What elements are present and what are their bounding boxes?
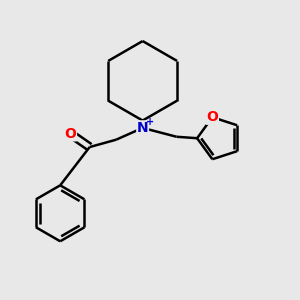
Text: +: + [146, 117, 154, 127]
Text: O: O [206, 110, 218, 124]
Text: O: O [64, 127, 76, 141]
Text: N: N [137, 121, 148, 135]
